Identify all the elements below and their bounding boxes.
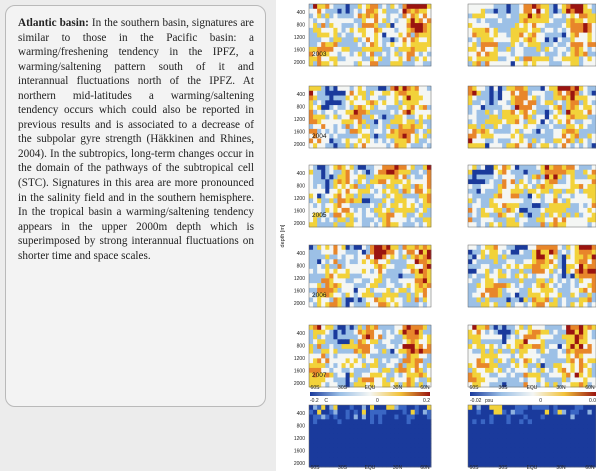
depth-tick-label: 800	[297, 424, 306, 430]
colorbar-tick-label: psu	[485, 398, 493, 404]
depth-tick-label: 1200	[294, 436, 305, 442]
depth-tick-label: 2000	[294, 60, 305, 66]
heatmap-panel	[308, 164, 432, 228]
heatmap-panel	[467, 3, 596, 67]
depth-tick-label: 400	[297, 92, 306, 98]
depth-tick-label: 800	[297, 344, 306, 350]
depth-tick-label: 2000	[294, 461, 305, 467]
depth-tick-label: 400	[297, 171, 306, 177]
lat-tick-label: EQU	[527, 465, 538, 471]
lat-tick-label: 30S	[499, 465, 509, 471]
colorbar-tick-label: 0	[539, 398, 542, 404]
depth-tick-label: 400	[297, 331, 306, 337]
lat-tick-label: EQU	[365, 465, 376, 471]
lat-tick-label: 30S	[338, 385, 348, 391]
depth-tick-label: 1600	[294, 449, 305, 455]
depth-tick-label: 400	[297, 251, 306, 257]
lat-tick-label: EQU	[365, 385, 376, 391]
lat-tick-label: 60N	[420, 385, 430, 391]
lat-tick-label: EQU	[527, 385, 538, 391]
lat-tick-label: 30N	[393, 385, 403, 391]
y-axis-label: depth [m]	[280, 224, 286, 247]
lat-tick-label: 60S	[470, 465, 480, 471]
heatmap-panel	[467, 85, 596, 149]
lat-tick-label: 60N	[585, 465, 595, 471]
depth-tick-label: 800	[297, 264, 306, 270]
colorbar-tick-label: 0.2	[423, 398, 430, 404]
depth-tick-label: 1200	[294, 276, 305, 282]
lat-tick-label: 30S	[499, 385, 509, 391]
colorbar-tick-label: -0.02	[470, 398, 482, 404]
depth-tick-label: 1600	[294, 289, 305, 295]
depth-tick-label: 1600	[294, 130, 305, 136]
depth-tick-label: 800	[297, 23, 306, 29]
year-label: 2005	[312, 212, 327, 219]
lat-tick-label: 60N	[420, 465, 430, 471]
lat-tick-label: 30N	[556, 465, 566, 471]
colorbar-salinity-anomaly	[470, 392, 596, 396]
colorbar-temperature-anomaly	[310, 392, 430, 396]
colorbar-tick-label: 0	[376, 398, 379, 404]
depth-tick-label: 2000	[294, 221, 305, 227]
depth-tick-label: 1200	[294, 35, 305, 41]
year-label: 2004	[312, 133, 327, 140]
text-body: In the southern basin, signatures are si…	[18, 17, 254, 262]
depth-tick-label: 2000	[294, 301, 305, 307]
depth-tick-label: 800	[297, 184, 306, 190]
colorbar-tick-label: 0.0	[589, 398, 596, 404]
year-label: 2003	[312, 51, 327, 58]
depth-tick-label: 1200	[294, 117, 305, 123]
heatmap-panel	[467, 324, 596, 388]
lat-tick-label: 30S	[338, 465, 348, 471]
heatmap-panel	[467, 404, 596, 468]
lat-tick-label: 60S	[311, 385, 321, 391]
lat-tick-label: 30N	[556, 385, 566, 391]
depth-tick-label: 800	[297, 105, 306, 111]
lat-tick-label: 60S	[311, 465, 321, 471]
year-label: 2007	[312, 372, 327, 379]
depth-tick-label: 1600	[294, 209, 305, 215]
depth-tick-label: 1200	[294, 196, 305, 202]
colorbar-tick-label: -0.2	[310, 398, 319, 404]
depth-tick-label: 1200	[294, 356, 305, 362]
heatmap-panel	[308, 324, 432, 388]
heatmap-panel	[467, 164, 596, 228]
depth-tick-label: 2000	[294, 142, 305, 148]
heatmap-panel	[308, 244, 432, 308]
colorbar-tick-label: C	[324, 398, 328, 404]
lat-tick-label: 60S	[470, 385, 480, 391]
lat-tick-label: 60N	[585, 385, 595, 391]
text-heading: Atlantic basin:	[18, 17, 89, 29]
heatmap-panel	[308, 85, 432, 149]
lat-tick-label: 30N	[393, 465, 403, 471]
depth-tick-label: 2000	[294, 381, 305, 387]
heatmap-panel	[467, 244, 596, 308]
depth-tick-label: 1600	[294, 369, 305, 375]
heatmap-panel	[308, 3, 432, 67]
depth-tick-label: 400	[297, 10, 306, 16]
text-box: Atlantic basin: In the southern basin, s…	[5, 5, 266, 407]
year-label: 2006	[312, 292, 327, 299]
depth-tick-label: 1600	[294, 48, 305, 54]
heatmap-panel	[308, 404, 432, 468]
depth-tick-label: 400	[297, 411, 306, 417]
